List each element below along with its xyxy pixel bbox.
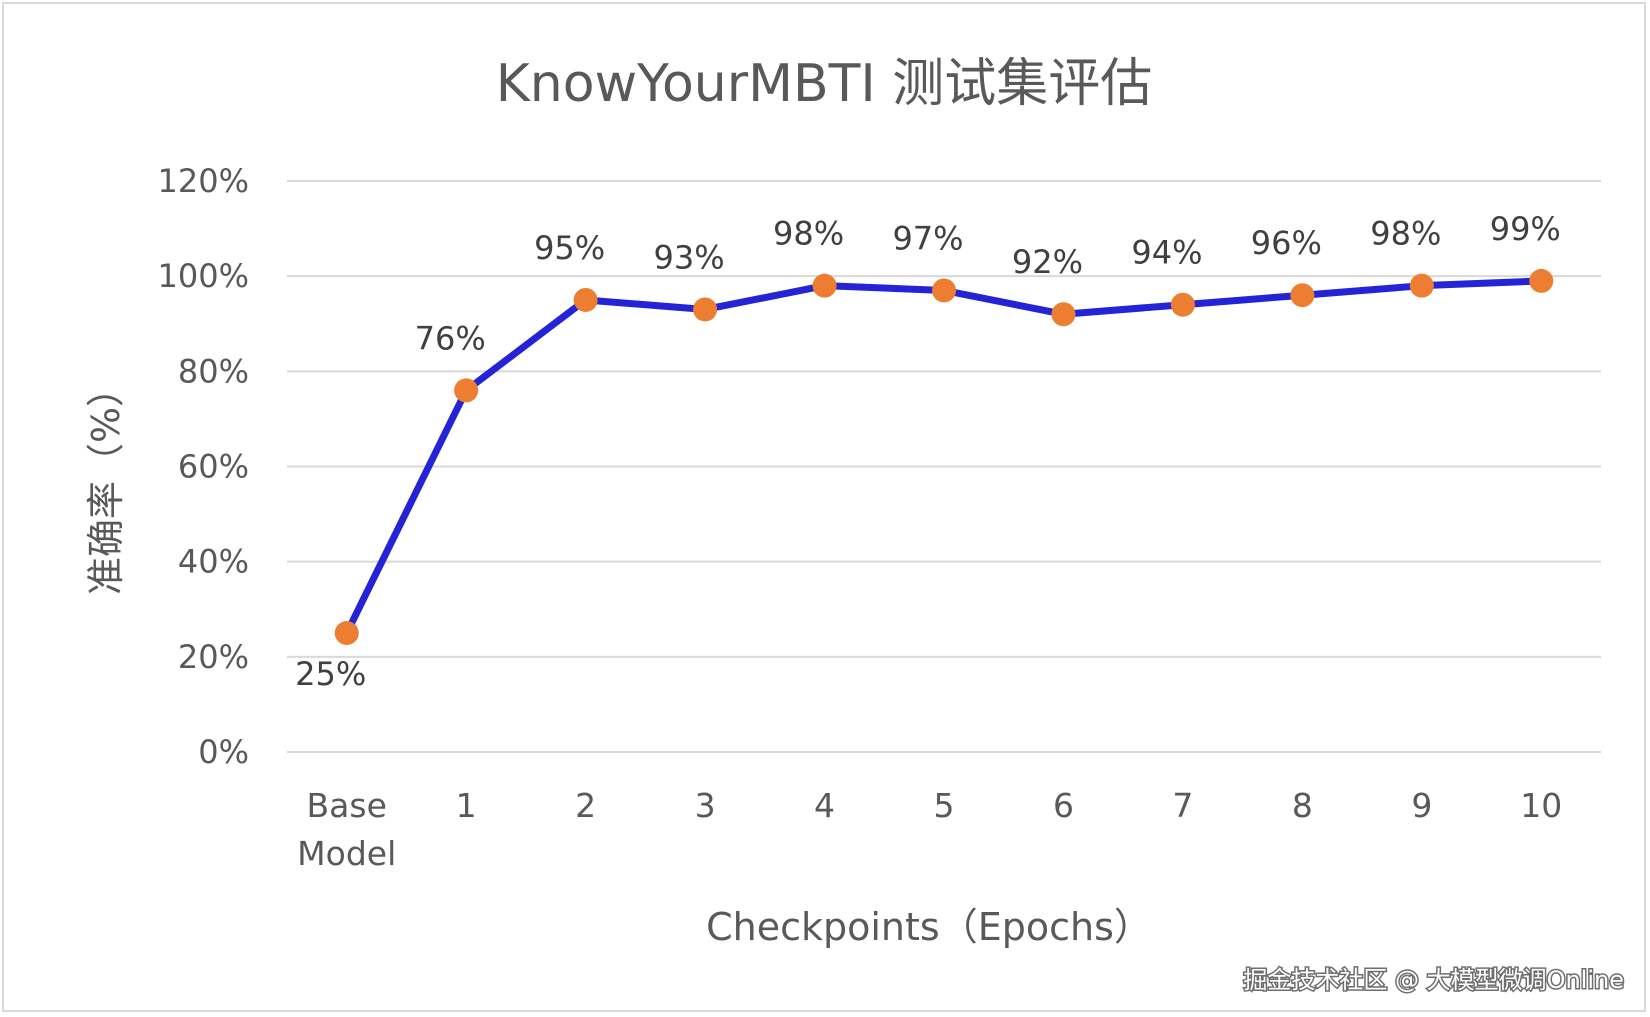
- data-point: [573, 287, 598, 312]
- y-axis-ticks: 0% 20% 40% 60% 80% 100% 120%: [158, 162, 249, 771]
- x-axis-ticks: Base Model 1 2 3 4 5 6 7 8 9 10: [297, 786, 1562, 873]
- data-point: [334, 621, 359, 646]
- series-line: [343, 277, 1545, 637]
- x-tick-label: 3: [695, 786, 716, 825]
- data-label: 95%: [534, 229, 605, 267]
- y-tick-label: 20%: [178, 638, 249, 676]
- x-axis-title: Checkpoints（Epochs）: [706, 905, 1152, 949]
- data-point: [1051, 302, 1076, 327]
- y-tick-label: 80%: [178, 352, 249, 390]
- x-tick-label: 7: [1172, 786, 1193, 825]
- y-tick-label: 100%: [158, 257, 249, 295]
- data-point: [454, 378, 479, 403]
- data-label: 99%: [1490, 210, 1561, 248]
- data-labels: 25% 76% 95% 93% 98% 97% 92% 94% 96% 98% 99%: [295, 210, 1561, 693]
- data-label: 92%: [1012, 243, 1083, 281]
- data-label: 98%: [773, 215, 844, 253]
- data-point: [812, 273, 837, 298]
- gridlines: [287, 180, 1601, 753]
- data-label: 97%: [892, 219, 963, 257]
- data-label: 25%: [295, 655, 366, 693]
- x-tick-label: 9: [1411, 786, 1432, 825]
- x-tick-label: 1: [456, 786, 477, 825]
- x-tick-label: 5: [934, 786, 955, 825]
- data-label: 76%: [415, 319, 486, 357]
- data-label: 98%: [1370, 215, 1441, 253]
- data-label: 96%: [1251, 224, 1322, 262]
- y-tick-label: 120%: [158, 162, 249, 200]
- x-tick-label: 4: [814, 786, 835, 825]
- x-tick-label: 6: [1053, 786, 1074, 825]
- data-point: [1170, 292, 1195, 317]
- data-point: [1409, 273, 1434, 298]
- y-axis-title: 准确率（%）: [84, 369, 128, 595]
- chart-title: KnowYourMBTI 测试集评估: [496, 54, 1153, 114]
- data-label: 94%: [1131, 234, 1202, 272]
- x-tick-label: 2: [575, 786, 596, 825]
- data-point: [693, 297, 718, 322]
- watermark: 掘金技术社区 @ 大模型微调Online: [1243, 966, 1624, 994]
- y-tick-label: 40%: [178, 543, 249, 581]
- x-tick-label: 8: [1292, 786, 1313, 825]
- chart-svg: KnowYourMBTI 测试集评估 0%20%40%60%80%100%120…: [84, 54, 1626, 996]
- x-tick-label: 10: [1520, 786, 1562, 825]
- y-tick-label: 60%: [178, 448, 249, 486]
- y-tick-label: 0%: [198, 733, 249, 771]
- x-tick-label: Base Model: [297, 786, 396, 873]
- data-point: [1290, 283, 1315, 308]
- data-label: 93%: [654, 238, 725, 276]
- series-markers: [334, 268, 1554, 646]
- data-point: [932, 278, 956, 303]
- data-point: [1529, 268, 1554, 293]
